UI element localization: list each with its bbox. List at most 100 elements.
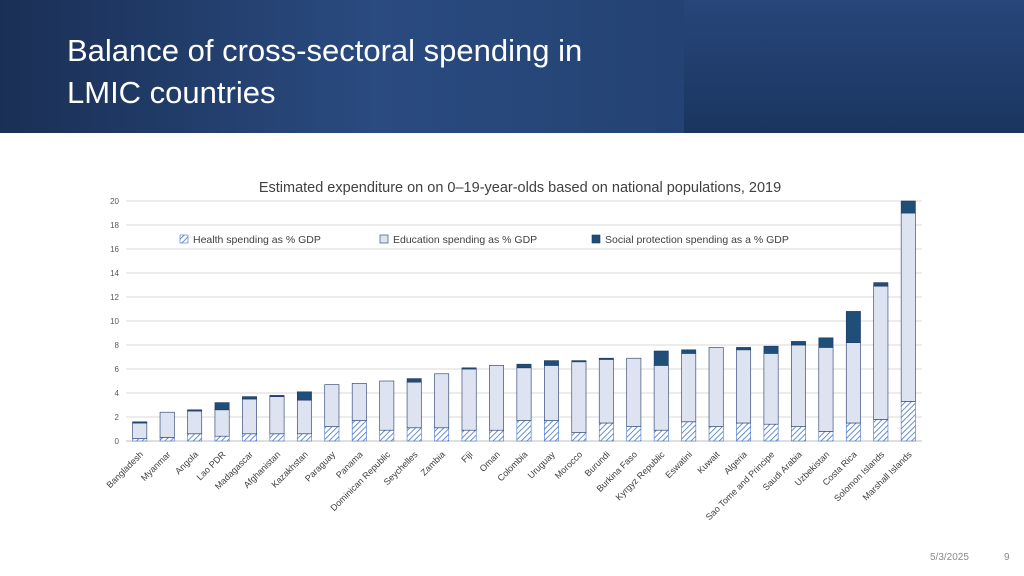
bar-health: [845, 422, 861, 442]
bar-health: [351, 420, 367, 442]
bar-health: [571, 432, 587, 442]
bar-social-protection: [544, 360, 559, 366]
x-tick-label: Fiji: [459, 449, 474, 464]
bar-education: [187, 410, 203, 435]
x-tick-label: Algeria: [722, 449, 749, 476]
bar-education: [406, 381, 422, 429]
bar-health: [406, 427, 422, 442]
bar-health: [132, 438, 148, 442]
x-tick-label: Eswatini: [663, 449, 694, 480]
bar-education: [626, 357, 642, 427]
bar-social-protection: [791, 341, 806, 346]
header-left-panel: [0, 0, 684, 133]
y-tick-label: 12: [110, 293, 119, 302]
x-tick-label: Kuwait: [695, 449, 722, 476]
bar-education: [763, 353, 779, 425]
y-tick-label: 16: [110, 245, 119, 254]
bar-education: [791, 344, 806, 427]
x-tick-label: Bangladesh: [104, 449, 145, 490]
bar-health: [900, 401, 916, 442]
y-tick-label: 4: [115, 389, 120, 398]
bar-education: [544, 365, 559, 421]
bar-education: [132, 422, 148, 439]
y-tick-label: 18: [110, 221, 119, 230]
slide-title: Balance of cross-sectoral spending in LM…: [67, 30, 667, 114]
bar-education: [351, 383, 367, 421]
bar-health: [818, 431, 834, 442]
bar-social-protection: [461, 367, 477, 370]
bar-education: [242, 398, 257, 435]
bar-education: [708, 347, 724, 427]
bar-social-protection: [242, 396, 257, 400]
bar-health: [653, 429, 669, 442]
x-tick-label: Marshall Islands: [861, 449, 914, 502]
header-right-panel: [684, 0, 1024, 133]
bar-education: [653, 365, 669, 431]
bar-education: [296, 399, 312, 435]
bar-social-protection: [269, 395, 285, 397]
y-tick-label: 8: [115, 341, 120, 350]
bar-education: [434, 373, 450, 429]
x-tick-label: Angola: [173, 449, 200, 476]
legend-label: Social protection spending as a % GDP: [605, 234, 789, 246]
bar-education: [900, 212, 916, 402]
bar-social-protection: [132, 421, 148, 424]
y-tick-label: 20: [110, 197, 119, 206]
bar-education: [598, 359, 614, 424]
bar-education: [159, 411, 175, 438]
x-tick-label: Uruguay: [526, 449, 557, 480]
bar-health: [159, 437, 175, 442]
bar-social-protection: [818, 337, 834, 348]
bar-health: [626, 426, 642, 442]
bar-health: [873, 419, 889, 442]
x-tick-label: Zambia: [419, 449, 447, 477]
bar-social-protection: [763, 345, 779, 354]
bar-social-protection: [736, 347, 752, 351]
bar-health: [434, 427, 450, 442]
bar-health: [296, 433, 312, 442]
bar-health: [489, 429, 504, 442]
x-tick-label: Kyrgyz Republic: [614, 449, 667, 502]
bar-health: [187, 433, 203, 442]
bar-education: [845, 342, 861, 424]
chart-title: Estimated expenditure on on 0–19-year-ol…: [259, 180, 781, 196]
bar-education: [681, 353, 697, 423]
legend-label: Health spending as % GDP: [193, 234, 321, 246]
bar-health: [736, 422, 752, 442]
x-tick-label: Morocco: [553, 449, 584, 480]
y-tick-label: 2: [115, 413, 120, 422]
x-tick-label: Myanmar: [139, 449, 173, 483]
bar-health: [461, 429, 477, 442]
bar-health: [791, 426, 806, 442]
bar-education: [379, 380, 395, 431]
x-tick-label: Paraguay: [303, 449, 338, 484]
bar-health: [214, 435, 230, 442]
bar-education: [571, 361, 587, 433]
bar-health: [708, 426, 724, 442]
bar-education: [489, 365, 504, 431]
bar-education: [818, 347, 834, 432]
bar-social-protection: [845, 311, 861, 343]
legend-swatch-education: [379, 234, 389, 244]
legend-swatch-health: [179, 234, 189, 244]
bar-education: [516, 367, 532, 421]
bar-education: [269, 396, 285, 435]
legend-label: Education spending as % GDP: [393, 234, 537, 246]
y-tick-label: 6: [115, 365, 120, 374]
bar-health: [516, 420, 532, 442]
bar-social-protection: [900, 200, 916, 214]
bar-social-protection: [516, 363, 532, 369]
bar-health: [324, 426, 340, 442]
bar-health: [544, 420, 559, 442]
slide-page-number: 9: [1004, 552, 1010, 563]
bar-social-protection: [873, 282, 889, 287]
bar-health: [763, 423, 779, 442]
bar-social-protection: [653, 350, 669, 366]
bar-social-protection: [598, 357, 614, 360]
y-tick-label: 0: [115, 437, 120, 446]
y-tick-label: 10: [110, 317, 119, 326]
bar-health: [269, 433, 285, 442]
bar-social-protection: [296, 391, 312, 401]
x-tick-label: Oman: [478, 449, 502, 473]
